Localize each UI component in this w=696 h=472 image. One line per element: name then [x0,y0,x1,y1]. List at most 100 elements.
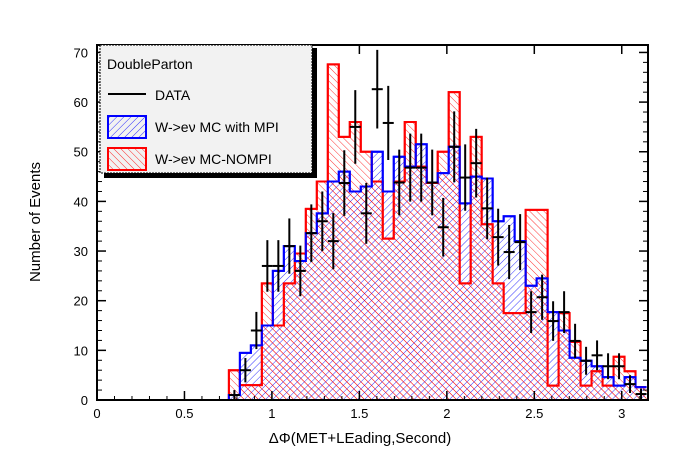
y-tick-label: 30 [74,244,88,259]
overlap-bin [415,166,427,400]
data-point [327,213,339,270]
overlap-bin [580,385,592,400]
overlap-bin [525,285,537,400]
overlap-bin [613,385,625,400]
data-point [635,388,647,400]
overlap-bin [338,171,350,400]
mpi-histogram-bin [580,360,592,400]
x-tick-label: 1 [268,406,275,421]
data-point [437,197,449,257]
y-tick-label: 60 [74,95,88,110]
plot-frame [96,44,649,401]
y-axis-label: Number of Events [27,162,44,282]
overlap-bin [547,385,559,400]
data-point [536,274,548,320]
overlap-bin [426,183,438,400]
y-tick-label: 50 [74,145,88,160]
legend-title: DoubleParton [107,56,193,72]
overlap-bin [481,224,493,400]
overlap-bin [316,213,328,400]
data-point [426,149,438,216]
data-point [459,144,471,211]
data-point [470,128,482,198]
overlap-bin [294,260,306,400]
data-point [393,149,405,216]
overlap-bin [272,325,284,400]
y-tick-label: 40 [74,194,88,209]
data-point [591,340,603,371]
data-point [624,375,636,393]
data-point [492,208,504,266]
data-point [547,301,559,341]
overlap-bin [514,313,526,400]
x-tick-label: 0 [93,406,100,421]
mpi-histogram-bin [503,216,515,400]
y-tick-label: 0 [81,393,88,408]
legend-entry-data: DATA [155,87,191,103]
overlap-bin [459,283,471,400]
overlap-bin [602,385,614,400]
data-point [481,177,493,240]
data-point [283,218,295,274]
legend-nompi-swatch-icon [107,147,147,171]
overlap-bin [371,181,383,400]
overlap-bin [327,181,339,400]
x-tick-label: 0.5 [175,406,193,421]
mpi-histogram-bin [547,312,559,400]
overlap-bin [239,385,251,400]
x-tick-label: 2.5 [525,406,543,421]
overlap-bin [393,181,405,400]
data-point [294,245,306,297]
mpi-outline-top [97,143,647,400]
data-points [228,49,647,400]
overlap-bin [591,371,603,400]
legend-mpi-swatch-icon [107,115,147,139]
legend: DoubleParton DATA W->eν MC with MPI W->e… [99,44,317,178]
overlap-bin [349,191,361,400]
overlap-bin [558,330,570,400]
data-point [316,191,328,252]
overlap-bin [261,325,273,400]
y-tick-label: 70 [74,45,88,60]
overlap-bin [404,166,416,400]
overlap-bin [569,357,581,400]
data-point [305,204,317,262]
x-tick-label: 2 [443,406,450,421]
overlap-bin [536,278,548,400]
overlap-bin [382,238,394,400]
data-point [569,323,581,359]
overlap-bin [492,283,504,400]
x-tick-label: 1.5 [350,406,368,421]
overlap-bin [360,186,372,400]
data-point [415,133,427,202]
data-point [580,346,592,375]
y-tick-label: 10 [74,343,88,358]
data-point [338,150,350,216]
data-point [558,291,570,334]
data-point [448,111,460,183]
overlap-bin [250,385,262,400]
overlap-bin [448,146,460,400]
data-point [382,85,394,161]
data-point [514,214,526,271]
data-point [261,240,273,292]
mpi-histogram-bin [250,345,262,400]
plot-area [97,49,647,400]
overlap-hatch [228,146,647,400]
overlap-bin [437,173,449,400]
data-point [613,353,625,380]
data-point [371,49,383,129]
overlap-bin [470,176,482,400]
overlap-bin [283,283,295,400]
data-point [250,311,262,350]
data-point [239,358,251,383]
data-point [349,90,361,164]
x-tick-label: 3 [618,406,625,421]
data-point [404,133,416,202]
data-point [602,353,614,380]
data-point [228,390,240,400]
overlap-bin [305,233,317,400]
overlap-bin [503,313,515,400]
